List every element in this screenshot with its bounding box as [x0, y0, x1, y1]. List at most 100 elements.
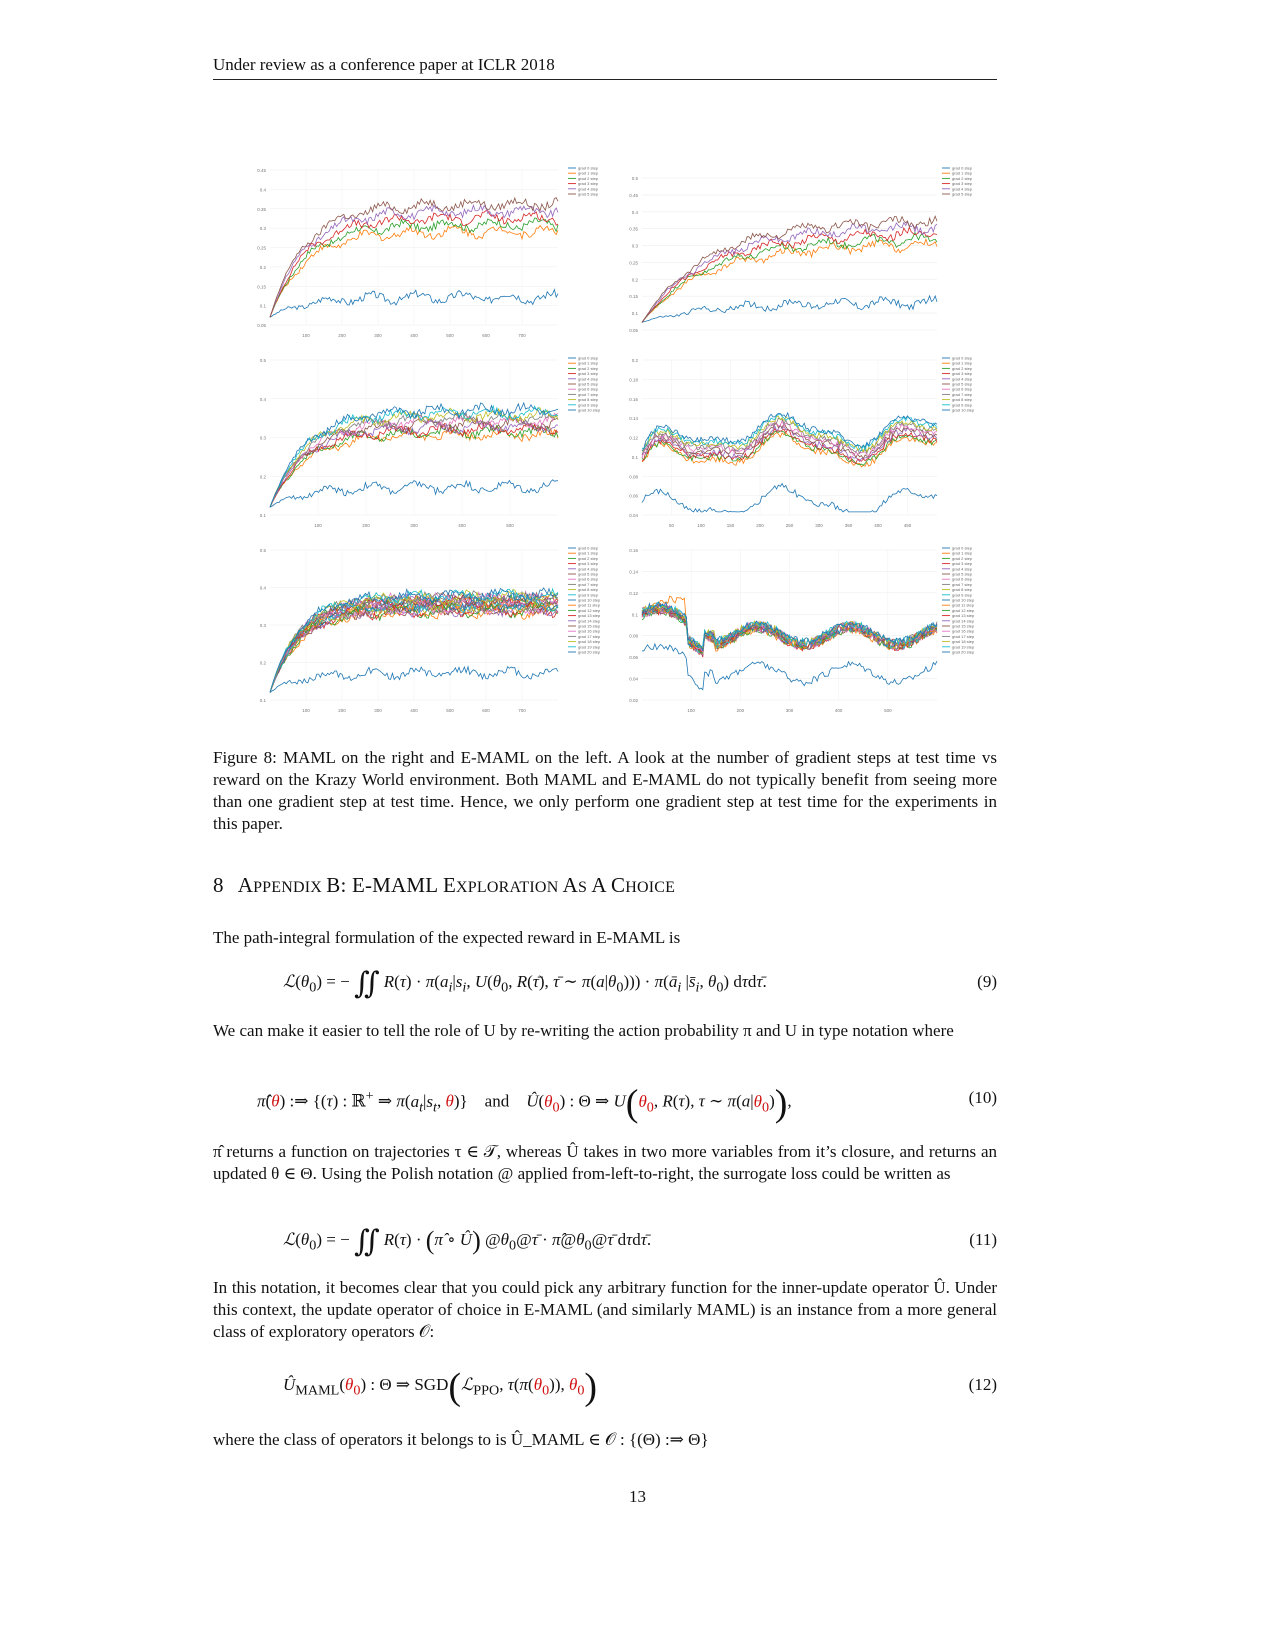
series-line — [269, 217, 559, 318]
equation-10: π̂(θ) :⇒ {(τ) : ℝ+ ⇒ π(at|st, θ)} and Û(… — [257, 1082, 997, 1125]
series-line — [269, 401, 559, 508]
y-tick-label: 0.3 — [260, 623, 267, 628]
y-tick-label: 0.5 — [632, 176, 639, 181]
x-tick-label: 500 — [446, 333, 454, 338]
series-line — [641, 601, 938, 649]
y-tick-label: 0.1 — [632, 455, 639, 460]
y-tick-label: 0.15 — [257, 284, 266, 289]
legend-label: grad 10 step — [578, 408, 601, 413]
y-tick-label: 0.06 — [629, 494, 638, 499]
chart-panel-4: 0.2 0.18 0.16 0.14 0.12 0.1 0.08 0.06 0.04 50 100 1… — [612, 350, 987, 535]
series-line — [641, 422, 938, 460]
x-tick-label: 200 — [756, 523, 764, 528]
y-tick-label: 0.4 — [260, 397, 267, 402]
legend-label: grad 13 step — [952, 613, 975, 618]
y-tick-label: 0.4 — [260, 187, 267, 192]
series-line — [269, 288, 559, 318]
legend-label: grad 11 step — [578, 603, 601, 608]
y-tick-label: 0.3 — [260, 226, 267, 231]
legend-label: grad 1 step — [578, 361, 599, 366]
legend-label: grad 7 step — [952, 582, 973, 587]
legend-label: grad 2 step — [578, 176, 599, 181]
legend-label: grad 12 step — [952, 608, 975, 613]
chart-svg-3: 0.5 0.4 0.3 0.2 0.1 100 200 300 400 500 grad 0 ste… — [260, 356, 601, 529]
x-tick-label: 100 — [302, 333, 310, 338]
y-tick-label: 0.16 — [629, 548, 638, 553]
x-tick-label: 600 — [482, 708, 490, 713]
y-tick-label: 0.4 — [632, 210, 639, 215]
figure-caption: Figure 8: MAML on the right and E-MAML o… — [213, 748, 997, 833]
legend-label: grad 6 step — [952, 387, 973, 392]
series-line — [269, 596, 559, 693]
legend-label: grad 3 step — [578, 561, 599, 566]
equation-10-and: and — [484, 1091, 510, 1111]
y-tick-label: 0.08 — [629, 474, 638, 479]
legend-label: grad 2 step — [578, 366, 599, 371]
legend-label: grad 7 step — [952, 392, 973, 397]
y-tick-label: 0.12 — [629, 436, 638, 441]
legend-label: grad 6 step — [578, 577, 599, 582]
legend-label: grad 0 step — [578, 546, 599, 551]
legend-label: grad 4 step — [952, 566, 973, 571]
section-heading: 8 APPENDIX B: E-MAML EXPLORATION AS A CHO… — [213, 873, 676, 897]
x-tick-label: 700 — [518, 333, 526, 338]
y-tick-label: 0.02 — [629, 698, 638, 703]
legend-label: grad 7 step — [578, 582, 599, 587]
x-tick-label: 300 — [374, 708, 382, 713]
legend-label: grad 0 step — [952, 356, 973, 361]
legend-label: grad 5 step — [952, 192, 973, 197]
x-tick-label: 250 — [786, 523, 794, 528]
x-tick-label: 200 — [338, 708, 346, 713]
x-tick-label: 500 — [446, 708, 454, 713]
chart-panel-3: 0.5 0.4 0.3 0.2 0.1 100 200 300 400 500 grad 0 ste… — [240, 350, 610, 535]
legend-label: grad 9 step — [952, 402, 973, 407]
y-tick-label: 0.05 — [257, 323, 266, 328]
x-tick-label: 400 — [874, 523, 882, 528]
legend-label: grad 17 step — [952, 634, 975, 639]
legend-label: grad 20 step — [578, 650, 601, 655]
legend-label: grad 19 step — [952, 644, 975, 649]
y-tick-label: 0.35 — [257, 207, 266, 212]
y-tick-label: 0.08 — [629, 634, 638, 639]
legend-label: grad 16 step — [578, 629, 601, 634]
y-tick-label: 0.2 — [632, 277, 639, 282]
x-tick-label: 450 — [904, 523, 912, 528]
legend-label: grad 2 step — [952, 556, 973, 561]
x-tick-label: 100 — [302, 708, 310, 713]
series-line — [269, 590, 559, 693]
series-line — [269, 590, 559, 693]
series-line — [641, 430, 938, 466]
x-tick-label: 350 — [845, 523, 853, 528]
series-line — [269, 479, 558, 508]
x-tick-label: 150 — [727, 523, 735, 528]
chart-svg-1: 0.45 0.4 0.35 0.3 0.25 0.2 0.15 0.1 0.05 100 200 30… — [257, 166, 599, 339]
series-line — [269, 419, 559, 508]
legend-label: grad 8 step — [952, 397, 973, 402]
legend-label: grad 0 step — [578, 166, 599, 171]
legend-label: grad 7 step — [578, 392, 599, 397]
series-line — [269, 600, 559, 693]
series-line — [641, 601, 938, 652]
legend-label: grad 5 step — [578, 382, 599, 387]
x-tick-label: 600 — [482, 333, 490, 338]
x-tick-label: 400 — [410, 333, 418, 338]
legend-label: grad 4 step — [952, 186, 973, 191]
chart-panel-5: 0.5 0.4 0.3 0.2 0.1 100 200 300 400 500 600 700 grad… — [240, 540, 610, 720]
y-tick-label: 0.4 — [260, 586, 267, 591]
legend-label: grad 2 step — [952, 366, 973, 371]
x-tick-label: 300 — [374, 333, 382, 338]
paragraph-4: In this notation, it becomes clear that … — [213, 1278, 997, 1341]
legend-label: grad 4 step — [578, 566, 599, 571]
x-tick-label: 400 — [458, 523, 466, 528]
series-line — [269, 407, 559, 508]
x-tick-label: 100 — [687, 708, 695, 713]
y-tick-label: 0.1 — [632, 612, 639, 617]
series-line — [269, 224, 559, 318]
series-line — [269, 665, 559, 693]
legend-label: grad 8 step — [578, 587, 599, 592]
paragraph-3: π̂ returns a function on trajectories τ … — [213, 1142, 997, 1183]
legend-label: grad 4 step — [952, 376, 973, 381]
y-tick-label: 0.16 — [629, 397, 638, 402]
legend-label: grad 10 step — [578, 598, 601, 603]
